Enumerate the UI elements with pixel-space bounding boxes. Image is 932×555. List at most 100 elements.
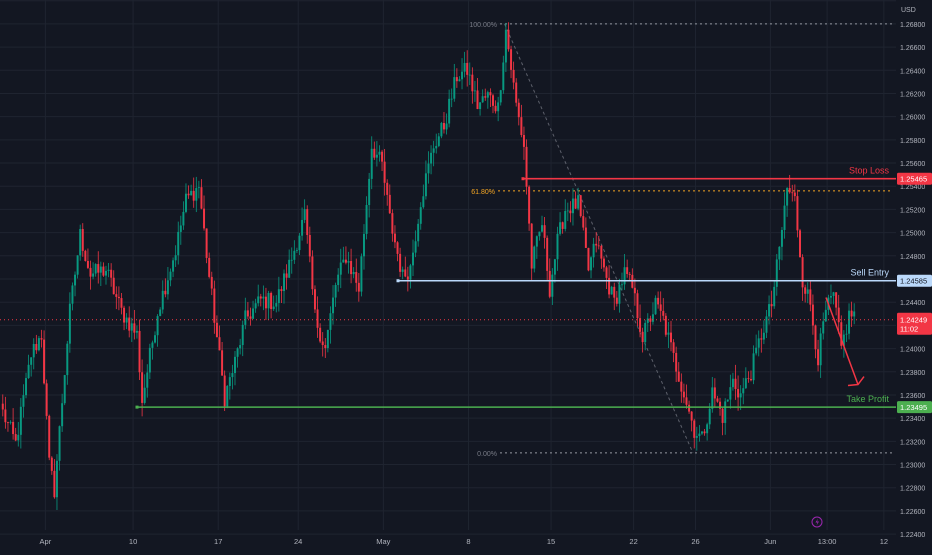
candle-body bbox=[517, 102, 520, 118]
candle-body bbox=[184, 193, 187, 212]
time-tick-label: 24 bbox=[294, 537, 302, 546]
candle-body bbox=[4, 409, 7, 423]
candle-body bbox=[448, 98, 451, 124]
candle-body bbox=[213, 288, 216, 323]
candle-body bbox=[783, 205, 786, 230]
candle-body bbox=[497, 102, 500, 112]
candle-body bbox=[396, 242, 399, 254]
candle-body bbox=[357, 282, 360, 292]
lightning-icon[interactable] bbox=[811, 516, 823, 528]
candle-body bbox=[368, 178, 371, 205]
candle-body bbox=[249, 316, 252, 319]
candle-body bbox=[270, 292, 273, 310]
candle-body bbox=[339, 262, 342, 275]
candle-body bbox=[386, 182, 389, 195]
candle-body bbox=[799, 230, 801, 258]
candle-body bbox=[445, 123, 448, 130]
candle-body bbox=[74, 274, 77, 286]
candle-body bbox=[293, 250, 296, 260]
candle-body bbox=[809, 289, 812, 305]
candle-body bbox=[370, 148, 373, 179]
candle-body bbox=[579, 195, 582, 217]
candle-body bbox=[45, 383, 48, 416]
price-tick-label: 1.22600 bbox=[900, 509, 925, 516]
candle-body bbox=[288, 259, 291, 278]
candle-body bbox=[796, 196, 799, 231]
candle-body bbox=[236, 348, 239, 357]
candle-body bbox=[164, 290, 167, 295]
fib-level-label: 61.80% bbox=[471, 189, 495, 196]
candle-body bbox=[110, 269, 113, 278]
candle-body bbox=[584, 227, 587, 248]
candle-body bbox=[373, 148, 376, 158]
candle-body bbox=[522, 134, 525, 147]
candle-body bbox=[801, 257, 804, 288]
candle-body bbox=[824, 309, 827, 322]
candle-body bbox=[306, 209, 309, 235]
price-tick-label: 1.26200 bbox=[900, 91, 925, 98]
candle-body bbox=[337, 274, 340, 286]
candle-body bbox=[458, 79, 461, 82]
candle-body bbox=[662, 310, 665, 316]
candle-body bbox=[778, 246, 781, 260]
candle-body bbox=[644, 322, 647, 343]
candle-body bbox=[99, 266, 102, 273]
candle-body bbox=[63, 375, 66, 404]
candle-body bbox=[577, 195, 580, 209]
candle-body bbox=[698, 433, 701, 437]
candle-body bbox=[561, 222, 564, 229]
candle-body bbox=[461, 71, 464, 80]
candle-body bbox=[172, 260, 175, 272]
candle-body bbox=[414, 241, 417, 253]
candle-body bbox=[489, 92, 492, 96]
price-tick-label: 1.24800 bbox=[900, 254, 925, 261]
candle-body bbox=[463, 62, 466, 72]
candle-body bbox=[453, 77, 456, 99]
candle-body bbox=[695, 436, 698, 438]
price-tick-label: 1.22800 bbox=[900, 486, 925, 493]
projection-arrowhead bbox=[847, 376, 865, 387]
candle-body bbox=[182, 211, 185, 226]
candle-body bbox=[6, 422, 9, 424]
candle-body bbox=[739, 393, 742, 398]
candle-body bbox=[35, 343, 38, 351]
candle-body bbox=[156, 316, 159, 336]
candle-body bbox=[381, 151, 384, 162]
candle-body bbox=[313, 289, 316, 310]
candle-body bbox=[693, 420, 696, 438]
time-tick-label: Jun bbox=[764, 537, 776, 546]
candle-body bbox=[618, 284, 621, 304]
candle-body bbox=[208, 257, 211, 277]
candle-body bbox=[633, 287, 636, 294]
candle-body bbox=[246, 310, 249, 317]
candle-body bbox=[316, 309, 319, 328]
candle-body bbox=[50, 457, 53, 471]
candle-body bbox=[700, 431, 703, 434]
projection-arrow bbox=[825, 297, 859, 385]
time-tick-label: Apr bbox=[40, 537, 52, 546]
price-tick-label: 1.23800 bbox=[900, 370, 925, 377]
time-tick-label: 26 bbox=[691, 537, 699, 546]
candle-body bbox=[559, 222, 562, 234]
candle-body bbox=[89, 267, 92, 277]
candle-body bbox=[556, 233, 559, 260]
candle-body bbox=[424, 173, 427, 197]
candle-body bbox=[267, 292, 270, 309]
candle-body bbox=[837, 307, 840, 323]
candle-body bbox=[117, 296, 120, 299]
time-tick-label: 17 bbox=[214, 537, 222, 546]
candle-body bbox=[61, 403, 64, 427]
candle-body bbox=[378, 151, 381, 155]
candle-body bbox=[355, 272, 358, 283]
candle-body bbox=[215, 322, 218, 338]
price-tick-label: 1.23000 bbox=[900, 463, 925, 470]
candle-body bbox=[19, 406, 22, 435]
candle-body bbox=[757, 338, 760, 348]
candle-body bbox=[530, 223, 533, 269]
candle-body bbox=[125, 317, 128, 323]
candle-body bbox=[58, 426, 61, 461]
candle-body bbox=[32, 343, 35, 358]
candle-body bbox=[724, 401, 727, 423]
